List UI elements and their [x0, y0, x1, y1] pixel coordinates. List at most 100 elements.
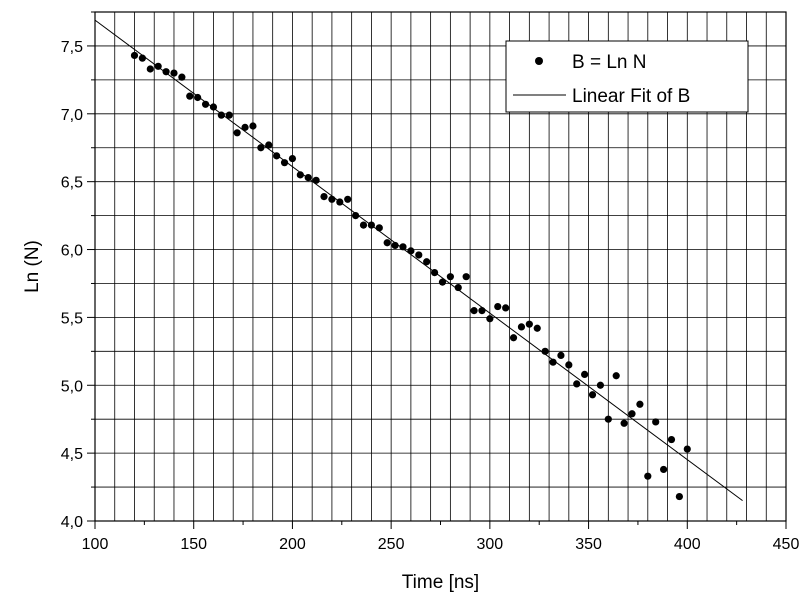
data-point: [636, 400, 644, 408]
y-axis-title: Ln (N): [22, 240, 43, 293]
data-point: [304, 173, 312, 182]
data-point: [257, 144, 265, 152]
data-point: [367, 221, 375, 229]
data-point: [430, 269, 439, 277]
data-point: [146, 65, 154, 73]
data-point: [478, 307, 486, 315]
x-tick-label: 350: [575, 536, 602, 553]
data-point: [273, 152, 281, 160]
data-point: [675, 492, 683, 501]
data-point: [541, 347, 549, 355]
data-point: [644, 472, 652, 480]
data-point: [280, 159, 289, 167]
x-tick-label: 300: [477, 536, 504, 553]
data-points: [130, 51, 691, 501]
x-tick-label: 400: [674, 536, 701, 553]
data-point: [138, 54, 146, 62]
y-tick-label: 6,5: [61, 175, 83, 192]
data-point: [233, 129, 241, 137]
y-tick-label: 7,0: [61, 107, 83, 124]
legend-marker-scatter: [535, 57, 543, 65]
data-point: [533, 324, 541, 332]
data-point: [265, 141, 273, 149]
data-point: [288, 154, 297, 163]
data-point: [399, 243, 407, 251]
x-tick-label: 450: [773, 536, 800, 553]
legend-label-scatter: B = Ln N: [572, 52, 646, 73]
y-tick-labels: 4,0 4,5 5,0 5,5 6,0 6,5 7,0 7,5: [61, 39, 83, 531]
data-point: [194, 93, 202, 102]
data-point: [659, 465, 668, 474]
x-tick-label: 250: [378, 536, 405, 553]
data-point: [383, 239, 391, 247]
x-axis-title: Time [ns]: [402, 572, 479, 593]
y-tick-label: 4,0: [61, 514, 83, 531]
data-point: [178, 73, 186, 81]
data-point: [162, 68, 170, 76]
legend-box: [505, 40, 749, 113]
y-tick-label: 5,0: [61, 378, 83, 395]
data-point: [438, 278, 447, 286]
data-point: [612, 372, 620, 380]
y-tick-label: 5,5: [61, 310, 83, 327]
data-point: [186, 92, 194, 100]
data-point: [683, 445, 691, 453]
data-point: [217, 111, 225, 119]
data-point: [249, 122, 257, 130]
y-tick-label: 7,5: [61, 39, 83, 56]
y-tick-label: 6,0: [61, 243, 83, 260]
x-tick-label: 200: [279, 536, 306, 553]
data-point: [509, 334, 518, 342]
data-point: [312, 176, 320, 184]
data-point: [336, 198, 344, 206]
data-point: [344, 195, 352, 203]
data-point: [596, 381, 605, 389]
data-point: [628, 410, 636, 418]
data-point: [320, 192, 328, 201]
data-point: [667, 435, 676, 444]
data-point: [557, 351, 565, 360]
data-point: [652, 418, 660, 426]
data-point: [517, 323, 526, 331]
data-point: [423, 258, 431, 266]
data-point: [565, 361, 573, 369]
data-point: [130, 51, 139, 60]
data-point: [486, 315, 494, 323]
data-point: [446, 273, 454, 281]
data-point: [502, 304, 510, 312]
data-point: [225, 111, 233, 119]
data-point: [154, 62, 162, 70]
data-point: [581, 370, 589, 379]
data-point: [454, 283, 462, 292]
data-point: [296, 171, 304, 179]
data-point: [170, 69, 178, 77]
data-point: [359, 221, 368, 229]
data-point: [494, 302, 502, 311]
data-point: [328, 195, 336, 203]
data-point: [415, 251, 423, 259]
data-point: [470, 307, 478, 315]
data-point: [525, 320, 533, 328]
data-point: [620, 419, 628, 427]
data-point: [407, 247, 415, 255]
axis-ticks: [87, 11, 787, 529]
data-point: [391, 241, 399, 250]
data-point: [201, 100, 210, 108]
legend-label-fit: Linear Fit of B: [572, 86, 690, 107]
data-point: [604, 415, 612, 423]
x-tick-label: 150: [180, 536, 207, 553]
data-point: [375, 224, 383, 232]
x-tick-label: 100: [82, 536, 109, 553]
data-point: [588, 391, 597, 399]
legend: B = Ln N Linear Fit of B: [505, 40, 749, 113]
data-point: [352, 212, 360, 220]
data-point: [573, 380, 581, 388]
data-point: [209, 103, 218, 111]
x-tick-labels: 100 150 200 250 300 350 400 450: [82, 536, 800, 553]
data-point: [549, 358, 557, 366]
data-point: [462, 273, 470, 281]
y-tick-label: 4,5: [61, 446, 83, 463]
data-point: [241, 123, 249, 131]
linear-fit-line: [94, 19, 743, 502]
